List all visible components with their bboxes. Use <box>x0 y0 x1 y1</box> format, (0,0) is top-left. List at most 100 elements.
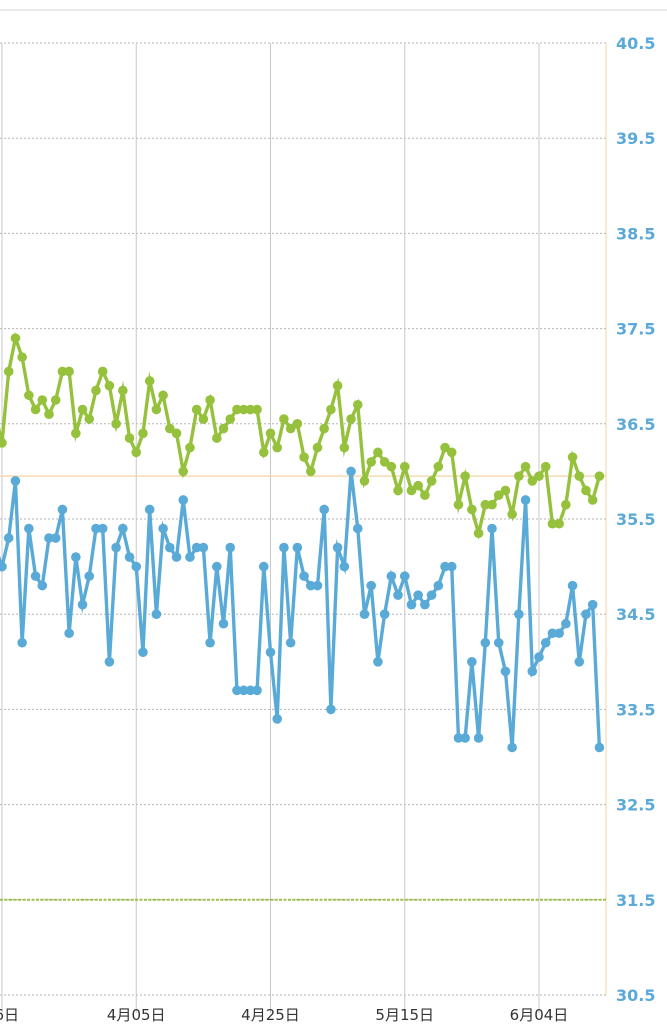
y-tick-label: 40.5 <box>616 34 655 53</box>
data-point <box>393 485 403 496</box>
data-point <box>493 490 504 501</box>
data-point <box>37 395 48 405</box>
data-point <box>10 476 21 486</box>
data-point <box>326 404 336 415</box>
y-tick-label: 32.5 <box>616 796 655 815</box>
data-point <box>561 499 571 510</box>
data-point <box>399 461 410 472</box>
data-point <box>561 618 571 629</box>
data-point <box>97 523 108 534</box>
data-point <box>91 523 101 534</box>
data-point <box>366 580 376 591</box>
x-tick-label: 5月15日 <box>375 1006 434 1024</box>
data-point <box>487 523 497 534</box>
data-point <box>151 609 162 619</box>
data-point <box>104 380 115 391</box>
data-point <box>567 580 578 591</box>
data-point <box>3 366 14 377</box>
data-point <box>473 733 484 743</box>
x-axis-ticks: 16日 4月05日 4月25日 5月15日 6月04日 <box>0 1006 568 1024</box>
y-tick-label: 39.5 <box>616 129 655 148</box>
data-point <box>346 466 356 477</box>
data-point <box>258 561 269 572</box>
data-point <box>272 714 283 724</box>
data-point <box>547 628 558 639</box>
data-point <box>225 414 236 424</box>
y-tick-label: 35.5 <box>616 510 655 529</box>
data-point <box>493 637 504 648</box>
data-point <box>285 423 296 434</box>
data-point <box>50 533 61 543</box>
data-point <box>30 571 41 581</box>
data-point <box>17 637 27 648</box>
data-point <box>440 561 450 572</box>
data-point <box>413 480 423 491</box>
data-point <box>24 390 34 401</box>
data-point <box>581 609 591 619</box>
data-point <box>3 533 14 543</box>
data-point <box>554 628 564 639</box>
data-point <box>212 433 222 443</box>
data-point <box>574 471 585 481</box>
data-point <box>0 438 7 448</box>
y-tick-label: 37.5 <box>616 320 655 339</box>
data-point <box>453 499 464 510</box>
data-point <box>0 561 7 572</box>
data-point <box>373 657 383 667</box>
data-point <box>299 571 309 581</box>
data-point <box>265 647 276 658</box>
data-point <box>352 399 363 410</box>
data-point <box>420 599 430 610</box>
data-point <box>205 637 215 648</box>
data-point <box>258 447 269 458</box>
series-line-0 <box>0 331 602 541</box>
data-point <box>393 590 403 600</box>
data-point <box>500 666 511 677</box>
data-point <box>171 428 182 439</box>
data-point <box>426 476 437 486</box>
data-point <box>165 542 175 553</box>
data-point <box>332 542 343 553</box>
data-point <box>37 580 48 591</box>
y-tick-label: 38.5 <box>616 224 655 243</box>
data-point <box>319 504 330 515</box>
data-point <box>232 685 242 696</box>
x-tick-label: 16日 <box>0 1006 19 1024</box>
data-point <box>406 599 417 610</box>
data-point <box>359 476 370 486</box>
data-point <box>305 466 316 477</box>
data-point <box>540 637 551 648</box>
data-point <box>594 471 605 481</box>
data-point <box>520 461 531 472</box>
data-point <box>178 495 189 505</box>
data-point <box>507 742 517 753</box>
data-point <box>71 552 81 562</box>
data-point <box>198 414 209 424</box>
data-point <box>467 504 477 515</box>
data-point <box>292 419 303 429</box>
data-point <box>104 657 115 667</box>
data-point <box>480 637 491 648</box>
y-tick-label: 34.5 <box>616 605 655 624</box>
data-point <box>500 485 511 496</box>
data-point <box>272 442 283 453</box>
data-point <box>118 385 128 396</box>
data-point <box>352 523 363 534</box>
data-point <box>238 685 249 696</box>
data-point <box>30 404 41 415</box>
data-point <box>91 385 101 396</box>
x-tick-label: 4月05日 <box>107 1006 166 1024</box>
data-point <box>514 609 524 619</box>
data-point <box>326 704 336 715</box>
data-point <box>50 395 61 405</box>
data-point <box>57 504 68 515</box>
data-point <box>124 552 135 562</box>
data-point <box>426 590 437 600</box>
data-point <box>265 428 276 439</box>
data-point <box>339 442 350 453</box>
data-point <box>84 571 95 581</box>
data-point <box>71 428 81 439</box>
data-point <box>225 542 236 553</box>
data-point <box>467 657 477 667</box>
data-point <box>359 609 370 619</box>
